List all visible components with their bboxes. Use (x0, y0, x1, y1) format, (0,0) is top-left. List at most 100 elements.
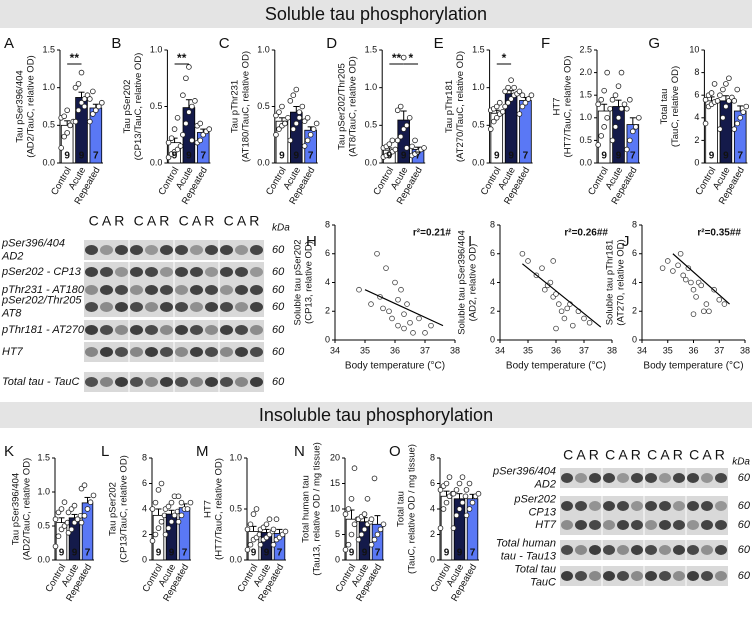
data-point (682, 276, 689, 283)
blot-row-label: Total human (496, 537, 556, 549)
blot-row-label: AD2 (1, 250, 23, 262)
data-point (389, 315, 395, 322)
blot-kda: 60 (272, 301, 285, 313)
y-tick-label: 4 (632, 277, 637, 287)
data-point (670, 268, 676, 274)
y-axis-label: (AD2, relative OD) (468, 244, 479, 322)
blot-band (589, 520, 601, 530)
data-point (380, 521, 387, 528)
regression-line (364, 289, 444, 327)
n-label: 9 (264, 548, 270, 559)
data-point (734, 120, 741, 127)
y-tick-label: 0 (325, 334, 330, 344)
n-label: 9 (279, 151, 285, 162)
data-point (612, 92, 619, 98)
data-point (58, 526, 65, 533)
data-point (266, 516, 273, 522)
data-point (175, 518, 182, 525)
data-point (197, 120, 204, 127)
data-point (282, 120, 288, 127)
lane-header: C A R (89, 213, 125, 229)
blot-band (100, 325, 113, 335)
n-label: 9 (349, 548, 355, 559)
data-point (65, 509, 72, 516)
y-tick-label: 6 (142, 478, 147, 488)
data-point (178, 499, 185, 506)
blot-band (160, 245, 173, 255)
data-point (61, 523, 68, 529)
blot-kda: 60 (272, 244, 285, 256)
y-axis-label: (AT270/TauC, relative OD) (455, 51, 466, 162)
y-tick-label: 8 (490, 219, 495, 229)
data-point (361, 526, 368, 533)
data-point (437, 487, 444, 493)
blot-band (130, 267, 143, 277)
blot-kda: 60 (272, 324, 285, 336)
panel-letter: M (196, 443, 209, 460)
data-point (475, 490, 482, 497)
data-point (502, 88, 508, 95)
blot-band (659, 545, 671, 555)
blot-band (603, 520, 615, 530)
data-point (463, 512, 470, 519)
data-point (301, 143, 308, 149)
blot-band (687, 545, 699, 555)
y-tick-label: 4 (694, 112, 699, 122)
y-tick-label: 15 (330, 478, 340, 488)
y-tick-label: 0.5 (229, 503, 242, 513)
data-point (737, 115, 744, 121)
blot-band (85, 267, 98, 277)
blot-band (715, 501, 727, 511)
lane-header: C A R (689, 447, 725, 463)
blot-band (631, 545, 643, 555)
data-point (743, 103, 750, 110)
blot-kda: 60 (738, 519, 751, 531)
data-point (690, 311, 697, 317)
blot-band (631, 501, 643, 511)
blot-band (190, 377, 203, 387)
blot-band (130, 325, 143, 335)
panel-letter: F (541, 35, 550, 52)
y-tick-label: 0 (694, 157, 699, 167)
y-tick-label: 0.0 (257, 157, 270, 167)
data-point (604, 69, 610, 76)
data-point (61, 113, 67, 120)
data-point (78, 99, 85, 106)
blot-row-label: pThr181 - AT270 (1, 324, 85, 336)
blot-band (645, 473, 657, 483)
blot-band (715, 520, 727, 530)
data-point (99, 99, 105, 106)
x-tick-label: 36 (688, 345, 698, 355)
data-point (189, 103, 195, 110)
data-point (502, 103, 508, 110)
data-point (68, 506, 75, 512)
blot-band (175, 245, 188, 255)
blot-band (617, 545, 629, 555)
annotation: r²=0.21# (413, 228, 452, 239)
data-point (93, 107, 99, 114)
data-point (446, 474, 453, 480)
y-tick-label: 6 (430, 478, 435, 488)
lane-header: C A R (563, 447, 599, 463)
blot-band (631, 571, 643, 581)
blot-band (250, 267, 263, 277)
data-point (374, 531, 381, 538)
data-point (490, 118, 497, 125)
data-point (273, 112, 279, 119)
y-axis-label: (CP13/TauC, relative OD) (119, 455, 130, 563)
blot-band (130, 285, 143, 295)
y-tick-label: 2 (490, 306, 495, 316)
blot-row-label: HT7 (535, 519, 557, 531)
y-tick-label: 1.5 (42, 44, 55, 54)
data-point (177, 143, 184, 149)
blot-band (701, 473, 713, 483)
blot-band (561, 571, 573, 581)
blot-band (645, 545, 657, 555)
blot-band (235, 302, 248, 312)
data-point (453, 512, 460, 519)
blot-band (561, 520, 573, 530)
n-label: 7 (277, 548, 283, 559)
data-point (356, 286, 362, 293)
n-label: 9 (251, 548, 257, 559)
blot-band (130, 245, 143, 255)
